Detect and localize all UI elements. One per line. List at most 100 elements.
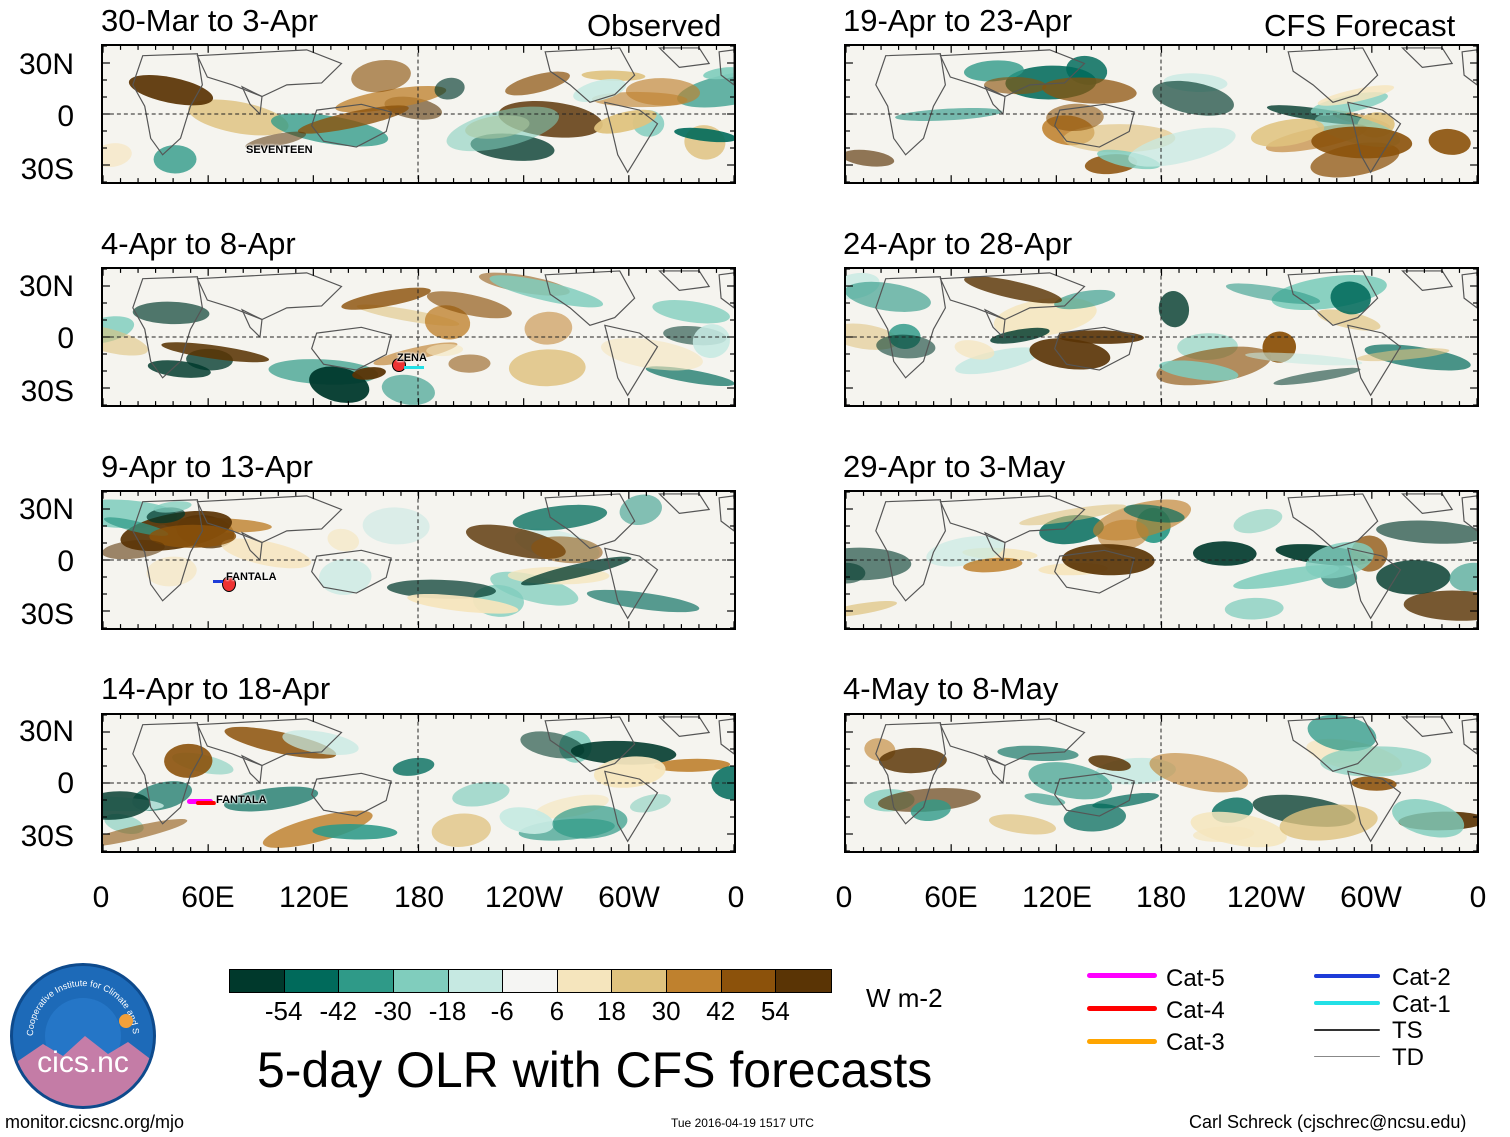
olr-anomaly-region [619,494,662,526]
legend-label: Cat-3 [1166,1029,1225,1056]
olr-anomaly-region [505,71,570,96]
legend-line-cat3 [1087,1039,1157,1044]
colorbar-swatch [339,970,394,992]
forecast-label: CFS Forecast [1264,8,1456,43]
olr-anomaly-region [1392,799,1465,838]
olr-anomaly-region [677,70,734,108]
olr-anomaly-region [153,501,192,513]
lon-label: 60W [1340,881,1402,914]
colorbar-label: -54 [264,996,303,1026]
olr-anomaly-region [426,291,512,319]
continent-outline [1054,549,1135,594]
colorbar-label: 30 [651,996,681,1026]
continent-outline [1461,495,1477,532]
olr-anomaly-region [573,78,627,103]
olr-anomaly-region [1042,77,1137,104]
olr-anomaly-region [964,276,1062,304]
storm-track [213,580,223,583]
olr-anomaly-region [1351,776,1397,791]
legend-line-ts [1314,1029,1380,1031]
continent-outline [718,49,734,86]
olr-map-forecast-4 [844,713,1479,853]
olr-anomaly-region [103,517,169,536]
lon-label: 120W [484,881,564,914]
storm-label: ZENA [397,352,427,364]
lon-label: 60E [924,881,978,914]
lon-label: 120E [278,881,350,914]
continent-outline [939,49,1086,98]
olr-anomaly-region [600,338,703,371]
olr-anomaly-region [499,807,554,834]
olr-anomaly-region [362,507,430,545]
olr-anomaly-region [535,794,609,819]
panel-title: 29-Apr to 3-May [843,449,1066,484]
footer-author: Carl Schreck (cjschrec@ncsu.edu) [1189,1112,1467,1132]
legend-label: Cat-4 [1166,997,1225,1024]
colorbar-swatch [612,970,668,992]
lat-label: 30N [18,48,74,81]
olr-anomaly-region [1245,352,1363,366]
continent-outline [1401,716,1454,737]
olr-anomaly-region [352,367,386,380]
olr-anomaly-region [146,556,197,587]
olr-anomaly-region [1024,793,1066,806]
olr-anomaly-region [1376,520,1477,544]
olr-anomaly-region [1311,126,1413,159]
logo-artwork: Cooperative Institute for Climate and Sa… [13,966,153,1106]
continent-outline [132,499,203,602]
olr-anomaly-region [297,105,409,134]
olr-anomaly-region [963,60,1024,82]
continent-outline [718,718,734,755]
continent-outline [1287,716,1379,772]
olr-anomaly-region [1273,367,1361,386]
lat-label: 0 [57,767,74,800]
legend-label: Cat-5 [1166,965,1225,992]
footer-timestamp: Tue 2016-04-19 1517 UTC [671,1116,814,1130]
panel-title: 19-Apr to 23-Apr [843,3,1073,38]
legend-line-cat1 [1314,1001,1380,1005]
lon-label: 0 [1469,881,1487,914]
olr-map-observed-2 [101,267,736,407]
lon-label: 120W [1226,881,1306,914]
continent-outline [311,103,392,148]
colorbar-label: -42 [319,996,358,1026]
footer-url: monitor.cicsnc.org/mjo [5,1112,185,1132]
olr-anomaly-region [132,301,210,325]
continent-outline [132,276,203,379]
continent-outline [604,101,659,174]
olr-anomaly-region [335,85,447,113]
continent-outline [196,272,343,321]
olr-anomaly-region [1449,562,1477,592]
olr-anomaly-region [424,305,471,340]
olr-anomaly-region [103,818,188,848]
colorbar-label: 6 [549,996,565,1026]
lat-label: 0 [57,545,74,578]
olr-anomaly-region [1305,541,1374,579]
lon-label: 180 [1135,881,1187,914]
continent-outline [658,270,711,291]
olr-anomaly-region [188,99,289,136]
olr-anomaly-region [1320,746,1432,777]
olr-anomaly-region [1029,338,1111,370]
storm-marker-icon [222,576,236,592]
colorbar-label: -6 [490,996,514,1026]
olr-anomaly-region [1123,504,1185,523]
olr-anomaly-region [846,281,931,312]
panel-title: 4-Apr to 8-Apr [101,226,296,261]
continent-outline [1461,272,1477,309]
colorbar-swatch [776,970,831,992]
lon-label: 0 [835,881,853,914]
olr-anomaly-region [674,127,734,143]
continent-outline [718,272,734,309]
olr-anomaly-region [1279,804,1378,841]
olr-anomaly-region [1046,103,1104,132]
continent-outline [658,47,711,68]
continent-outline [311,772,392,817]
olr-anomaly-region [1019,504,1127,526]
panel-title: 9-Apr to 13-Apr [101,449,313,484]
colorbar-label: 18 [596,996,626,1026]
olr-anomaly-region [1158,291,1190,328]
olr-anomaly-region [341,287,431,310]
olr-anomaly-region [489,275,604,308]
lat-label: 0 [57,100,74,133]
